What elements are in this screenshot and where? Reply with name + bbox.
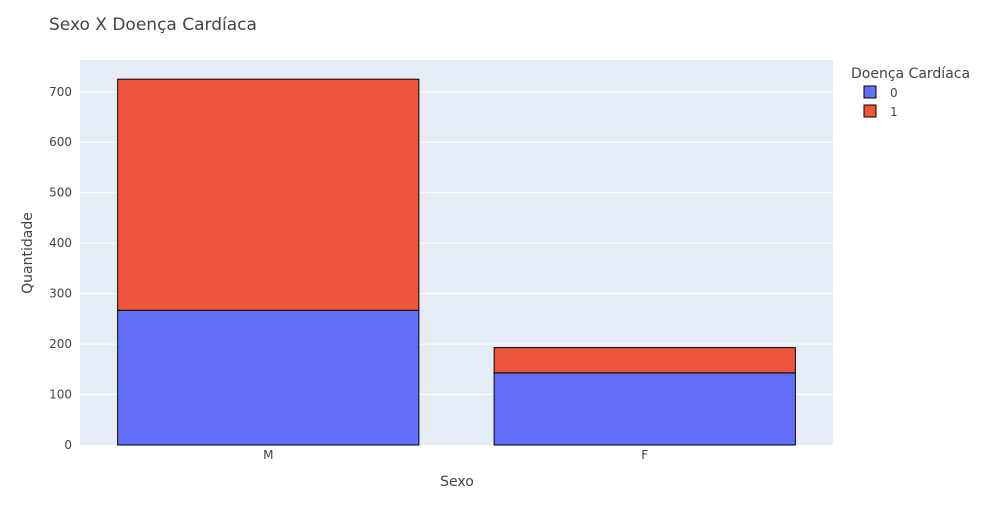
y-tick-label: 300 bbox=[49, 287, 72, 301]
legend-swatch-0[interactable] bbox=[863, 85, 877, 99]
legend[interactable]: Doença Cardíaca 0 1 bbox=[851, 66, 970, 119]
legend-swatch-1[interactable] bbox=[863, 104, 877, 118]
legend-item-label[interactable]: 0 bbox=[890, 86, 898, 100]
y-axis-ticks: 0 100 200 300 400 500 600 700 bbox=[49, 85, 72, 452]
x-axis-label: Sexo bbox=[440, 474, 474, 490]
y-tick-label: 600 bbox=[49, 135, 72, 149]
y-tick-label: 200 bbox=[49, 337, 72, 351]
legend-title: Doença Cardíaca bbox=[851, 66, 970, 82]
y-tick-label: 100 bbox=[49, 388, 72, 402]
x-tick-label: M bbox=[263, 448, 273, 462]
x-tick-label: F bbox=[641, 448, 648, 462]
chart-title: Sexo X Doença Cardíaca bbox=[49, 15, 257, 35]
y-tick-label: 500 bbox=[49, 186, 72, 200]
y-axis-label: Quantidade bbox=[20, 212, 36, 294]
bar-F-series-0[interactable] bbox=[493, 372, 796, 446]
y-tick-label: 400 bbox=[49, 236, 72, 250]
bars[interactable] bbox=[117, 78, 796, 446]
legend-item-label[interactable]: 1 bbox=[890, 105, 898, 119]
y-tick-label: 700 bbox=[49, 85, 72, 99]
bar-M-series-0[interactable] bbox=[117, 309, 420, 446]
y-tick-label: 0 bbox=[64, 438, 72, 452]
bar-F-series-1[interactable] bbox=[493, 347, 796, 374]
bar-M-series-1[interactable] bbox=[117, 78, 420, 311]
